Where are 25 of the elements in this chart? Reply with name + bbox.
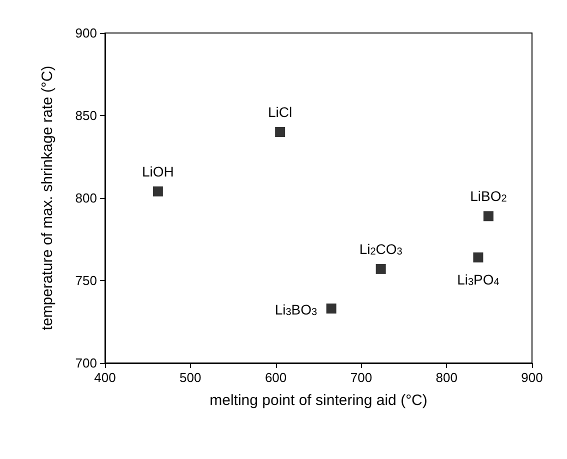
- annotation: Li3BO3: [274, 302, 318, 318]
- x-tick-label: 400: [94, 370, 116, 385]
- x-tick-label: 600: [264, 370, 287, 385]
- point: [376, 264, 386, 274]
- annotation: Li2CO3: [359, 240, 403, 258]
- point: [275, 127, 286, 137]
- point: [473, 252, 484, 262]
- point: [483, 211, 494, 222]
- y-tick-label: 900: [75, 26, 97, 40]
- x-tick-label: 700: [350, 370, 372, 385]
- y-tick-label: 700: [75, 356, 97, 370]
- x-axis-title: melting point of sintering aid (°C): [210, 392, 428, 409]
- y-axis-title: temperature of max. shrinkage rate (°C): [39, 66, 56, 330]
- y-tick-label: 750: [75, 273, 97, 288]
- annotation: LiOH: [142, 163, 174, 180]
- point: [326, 304, 336, 314]
- annotation: LiCl: [268, 104, 292, 120]
- x-tick-label: 500: [180, 370, 202, 385]
- annotation: LiBO2: [470, 188, 508, 205]
- annotation: Li3PO4: [457, 271, 500, 288]
- x-tick-label: 800: [436, 370, 458, 385]
- y-tick-label: 800: [75, 190, 97, 206]
- point: [152, 186, 163, 196]
- y-tick-label: 850: [75, 108, 97, 123]
- x-tick-label: 900: [521, 370, 543, 385]
